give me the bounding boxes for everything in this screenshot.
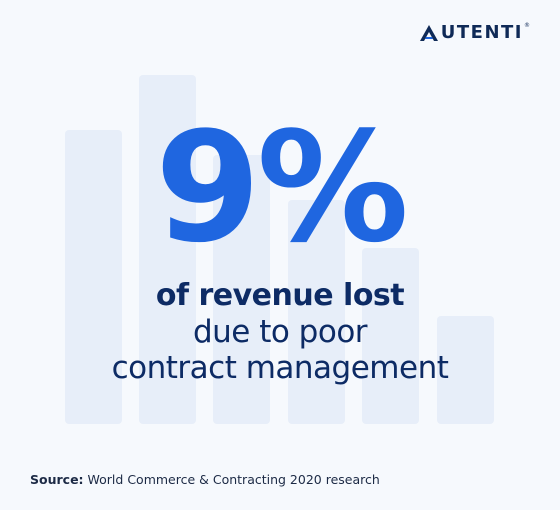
- autenti-a-icon: [419, 24, 438, 41]
- autenti-logo: UTENTI ®: [419, 22, 530, 43]
- registered-mark: ®: [524, 22, 530, 29]
- source-text: World Commerce & Contracting 2020 resear…: [83, 472, 380, 487]
- headline-stat: 9%: [154, 99, 409, 276]
- decorative-bar: [139, 75, 196, 424]
- headline-caption: of revenue lost due to poor contract man…: [0, 278, 560, 386]
- decorative-bar: [65, 130, 122, 424]
- decorative-bar: [437, 316, 494, 424]
- source-note: Source: World Commerce & Contracting 202…: [30, 472, 380, 487]
- caption-line-2: due to poor: [192, 314, 368, 350]
- caption-line-3: contract management: [111, 350, 449, 386]
- decorative-bar: [213, 155, 270, 424]
- source-label: Source:: [30, 472, 84, 487]
- logo-text: UTENTI: [440, 22, 523, 43]
- decorative-bar: [362, 248, 419, 424]
- caption-line-bold: of revenue lost: [155, 278, 405, 313]
- decorative-bar: [288, 200, 345, 424]
